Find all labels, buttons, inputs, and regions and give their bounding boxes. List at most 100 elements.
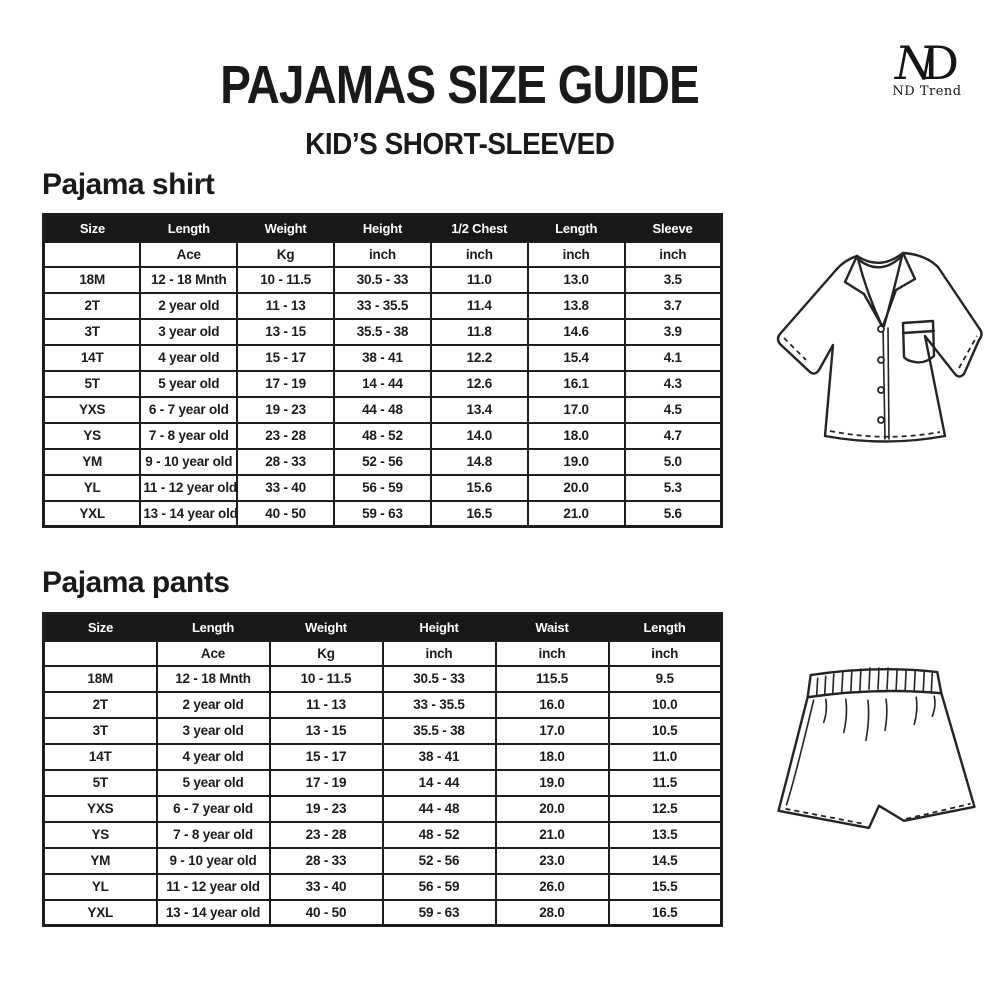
unit-cell: inch <box>381 639 497 667</box>
unit-cell: inch <box>623 240 723 268</box>
size-label-cell: 2T <box>42 690 158 719</box>
unit-cell: inch <box>333 240 432 268</box>
value-cell: 11.0 <box>429 265 529 294</box>
value-cell: 40 - 50 <box>236 499 336 528</box>
value-cell: 4.7 <box>623 421 723 450</box>
value-cell: 17 - 19 <box>268 768 384 797</box>
size-label-cell: YL <box>42 872 158 901</box>
value-cell: 28 - 33 <box>268 846 384 875</box>
size-label-cell: 18M <box>42 265 142 294</box>
value-cell: 19 - 23 <box>236 395 336 424</box>
value-cell: 14 - 44 <box>333 369 432 398</box>
column-header: Height <box>333 214 432 242</box>
value-cell: 12 - 18 Mnth <box>155 664 271 693</box>
unit-cell: inch <box>429 240 529 268</box>
size-row: 3T 3 year old 13 - 15 35.5 - 38 11.8 14.6 3.9 <box>42 317 723 346</box>
value-cell: 5.3 <box>623 473 723 502</box>
value-cell: 16.5 <box>607 898 723 927</box>
size-row: YM 9 - 10 year old 28 - 33 52 - 56 23.0 14.5 <box>42 846 723 875</box>
shorts-waistband <box>806 667 943 699</box>
value-cell: 40 - 50 <box>268 898 384 927</box>
value-cell: 52 - 56 <box>381 846 497 875</box>
value-cell: 3.5 <box>623 265 723 294</box>
value-cell: 48 - 52 <box>333 421 432 450</box>
value-cell: 16.5 <box>429 499 529 528</box>
unit-cell: Ace <box>155 639 271 667</box>
column-header: Weight <box>269 613 383 641</box>
value-cell: 12.6 <box>429 369 529 398</box>
value-cell: 23.0 <box>494 846 610 875</box>
value-cell: 23 - 28 <box>236 421 336 450</box>
value-cell: 13.0 <box>526 265 626 294</box>
shirt-collar-lines <box>843 251 917 328</box>
column-header: Waist <box>495 613 609 641</box>
value-cell: 9.5 <box>607 664 723 693</box>
value-cell: 11.0 <box>607 742 723 771</box>
shorts-elastic-ticks <box>815 667 934 697</box>
value-cell: 28.0 <box>494 898 610 927</box>
pants-section-heading: Pajama pants <box>42 566 230 599</box>
value-cell: 7 - 8 year old <box>155 820 271 849</box>
brand-name: ND Trend <box>892 84 962 99</box>
value-cell: 56 - 59 <box>381 872 497 901</box>
brand-logo: ND ND Trend <box>872 40 982 99</box>
value-cell: 48 - 52 <box>381 820 497 849</box>
value-cell: 11 - 12 year old <box>155 872 271 901</box>
value-cell: 17 - 19 <box>236 369 336 398</box>
size-label-cell: YXL <box>42 898 158 927</box>
unit-cell <box>42 240 142 268</box>
size-row: YL 11 - 12 year old 33 - 40 56 - 59 15.6 20.0… <box>42 473 723 502</box>
column-header: Length <box>608 613 722 641</box>
value-cell: 14.5 <box>607 846 723 875</box>
size-label-cell: YM <box>42 846 158 875</box>
shorts-gather-lines <box>822 695 936 742</box>
shorts-body-outline <box>777 689 976 830</box>
size-row: YXL 13 - 14 year old 40 - 50 59 - 63 28.0 16.… <box>42 898 723 927</box>
value-cell: 5.6 <box>623 499 723 528</box>
value-cell: 13.5 <box>607 820 723 849</box>
shirt-section-heading: Pajama shirt <box>42 168 215 201</box>
column-header: Sleeve <box>624 214 722 242</box>
size-label-cell: YXS <box>42 794 158 823</box>
value-cell: 17.0 <box>526 395 626 424</box>
unit-cell: inch <box>494 639 610 667</box>
units-row: Ace Kg inch inch inch <box>42 639 723 667</box>
value-cell: 18.0 <box>494 742 610 771</box>
size-row: YS 7 - 8 year old 23 - 28 48 - 52 14.0 18.0 4.… <box>42 421 723 450</box>
header-row: Size Length Weight Height 1/2 Chest Length Sle… <box>43 214 722 242</box>
value-cell: 11 - 13 <box>268 690 384 719</box>
size-label-cell: YXS <box>42 395 142 424</box>
value-cell: 21.0 <box>526 499 626 528</box>
monogram-d: D <box>922 36 960 90</box>
value-cell: 33 - 35.5 <box>333 291 432 320</box>
value-cell: 14 - 44 <box>381 768 497 797</box>
size-row: YS 7 - 8 year old 23 - 28 48 - 52 21.0 13.5 <box>42 820 723 849</box>
page-subtitle: KID’S SHORT-SLEEVED <box>120 126 800 162</box>
units-row: Ace Kg inch inch inch inch <box>42 240 723 268</box>
page-title-text: PAJAMAS SIZE GUIDE <box>220 55 700 115</box>
column-header: 1/2 Chest <box>430 214 529 242</box>
size-row: 2T 2 year old 11 - 13 33 - 35.5 11.4 13.8 3.7 <box>42 291 723 320</box>
value-cell: 14.8 <box>429 447 529 476</box>
value-cell: 14.0 <box>429 421 529 450</box>
value-cell: 33 - 40 <box>236 473 336 502</box>
size-label-cell: YS <box>42 820 158 849</box>
unit-cell <box>42 639 158 667</box>
value-cell: 30.5 - 33 <box>333 265 432 294</box>
value-cell: 11.8 <box>429 317 529 346</box>
value-cell: 21.0 <box>494 820 610 849</box>
size-row: YXS 6 - 7 year old 19 - 23 44 - 48 13.4 17.0 4… <box>42 395 723 424</box>
column-header: Height <box>382 613 496 641</box>
value-cell: 16.0 <box>494 690 610 719</box>
size-row: 18M 12 - 18 Mnth 10 - 11.5 30.5 - 33 115.5 9.… <box>42 664 723 693</box>
size-label-cell: 3T <box>42 317 142 346</box>
size-row: YXL 13 - 14 year old 40 - 50 59 - 63 16.5 21.… <box>42 499 723 528</box>
value-cell: 6 - 7 year old <box>155 794 271 823</box>
shirt-size-table: Size Length Weight Height 1/2 Chest Length Sle… <box>42 213 723 528</box>
value-cell: 33 - 40 <box>268 872 384 901</box>
value-cell: 13 - 14 year old <box>155 898 271 927</box>
value-cell: 3.9 <box>623 317 723 346</box>
unit-cell: Ace <box>139 240 239 268</box>
value-cell: 18.0 <box>526 421 626 450</box>
size-row: YL 11 - 12 year old 33 - 40 56 - 59 26.0 15.5 <box>42 872 723 901</box>
